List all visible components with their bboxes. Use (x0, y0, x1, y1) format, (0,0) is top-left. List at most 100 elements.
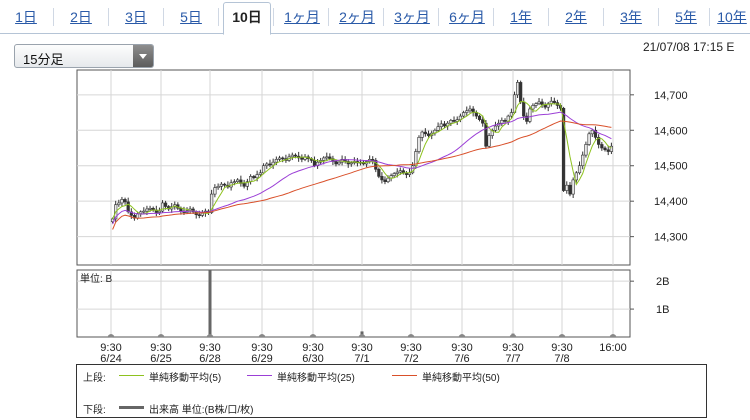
price-ytick-label: 14,400 (654, 196, 688, 208)
candle-body (600, 144, 604, 149)
tab-1[interactable]: 2日 (70, 9, 92, 25)
volume-hump (609, 334, 617, 337)
legend-lower-label: 下段: (83, 405, 106, 416)
candle-body (461, 112, 466, 117)
tab-separator (53, 8, 54, 26)
candle-body (439, 123, 443, 128)
candle-body (268, 163, 272, 166)
candle-body (414, 151, 418, 167)
tab-4[interactable]: 10日 (223, 2, 271, 35)
candle-body (417, 137, 421, 152)
candle-body (160, 202, 165, 212)
candle-body (603, 147, 607, 151)
chevron-down-icon[interactable] (133, 45, 153, 67)
candle-body (420, 131, 424, 138)
tab-2[interactable]: 3日 (125, 9, 147, 25)
legend-ma25-label: 単純移動平均(25) (277, 373, 355, 384)
candle-body (349, 162, 353, 165)
candle-body (383, 179, 387, 182)
ma-line-50 (112, 120, 612, 230)
candle-body (117, 202, 121, 206)
candle-body (468, 108, 472, 112)
tab-7[interactable]: 3ヶ月 (394, 9, 430, 25)
volume-panel-frame (76, 269, 631, 338)
tab-separator (273, 8, 274, 26)
tab-10[interactable]: 2年 (565, 9, 587, 25)
volume-hump (157, 334, 165, 337)
candle-body (449, 120, 453, 124)
candle-body (426, 133, 431, 136)
candle-body (380, 176, 384, 181)
candle-body (126, 201, 130, 213)
candle-body (606, 149, 610, 152)
xtick-time-label: 9:30 (451, 342, 472, 354)
candle-body (163, 202, 168, 207)
interval-select[interactable]: 15分足 (14, 44, 154, 68)
legend-ma50-swatch (392, 375, 417, 376)
tab-13[interactable]: 10年 (717, 9, 747, 25)
candle-body (325, 156, 329, 159)
tab-separator (438, 8, 439, 26)
candle-body (490, 129, 494, 136)
volume-ytick-label: 2B (656, 276, 669, 288)
tab-9[interactable]: 1年 (510, 9, 532, 25)
candle-body (436, 126, 440, 131)
candle-body (574, 172, 578, 181)
tab-separator (218, 8, 219, 26)
candle-body (561, 107, 566, 191)
candle-body (252, 176, 256, 179)
candle-body (522, 101, 526, 117)
candle-body (232, 181, 236, 184)
candle-body (274, 159, 278, 163)
candle-body (442, 123, 447, 127)
candle-body (571, 179, 575, 195)
candle-body (148, 207, 152, 210)
candle-body (398, 170, 402, 173)
candle-body (577, 165, 582, 174)
candle-body (210, 193, 214, 213)
tab-3[interactable]: 5日 (180, 9, 202, 25)
candle-body (300, 157, 304, 160)
volume-hump (407, 334, 415, 337)
xtick-date-label: 7/7 (505, 353, 520, 365)
candle-body (584, 144, 588, 156)
legend-volume-label: 出来高 単位:(B株/口/枚) (149, 405, 254, 416)
tab-11[interactable]: 3年 (620, 9, 642, 25)
candle-body (493, 125, 498, 131)
candle-body (371, 159, 375, 161)
volume-hump (509, 334, 517, 337)
candle-body (528, 108, 532, 122)
volume-hump (107, 334, 115, 337)
candle-body (590, 129, 594, 135)
candle-body (145, 208, 149, 212)
tab-5[interactable]: 1ヶ月 (284, 9, 320, 25)
tab-0[interactable]: 1日 (15, 9, 37, 25)
candle-body (290, 154, 294, 158)
candle-body (487, 135, 491, 147)
candle-body (593, 129, 598, 138)
tab-8[interactable]: 6ヶ月 (449, 9, 485, 25)
volume-hump (358, 334, 366, 337)
candle-body (525, 115, 529, 122)
xtick-date-label: 7/6 (454, 353, 469, 365)
candle-body (123, 199, 127, 203)
tab-12[interactable]: 5年 (675, 9, 697, 25)
ma-line-25 (112, 111, 612, 225)
candle-body (216, 185, 220, 189)
volume-hump (458, 334, 466, 337)
candle-body (337, 161, 341, 165)
candle-body (392, 173, 396, 176)
xtick-time-label: 9:30 (351, 342, 372, 354)
candle-body (540, 101, 544, 106)
volume-hump (206, 334, 214, 337)
candle-body (452, 120, 456, 122)
candle-body (546, 103, 550, 108)
candle-body (245, 181, 249, 187)
tab-separator (548, 8, 549, 26)
candle-body (374, 160, 378, 170)
candle-body (312, 160, 317, 167)
candle-body (242, 183, 246, 187)
period-tab-bar: 1日 2日 3日 5日 10日 1ヶ月 2ヶ月 3ヶ月 6ヶ月 1年 2年 3年 5年 10年 (0, 0, 750, 35)
tab-6[interactable]: 2ヶ月 (339, 9, 375, 25)
tab-separator (163, 8, 164, 26)
